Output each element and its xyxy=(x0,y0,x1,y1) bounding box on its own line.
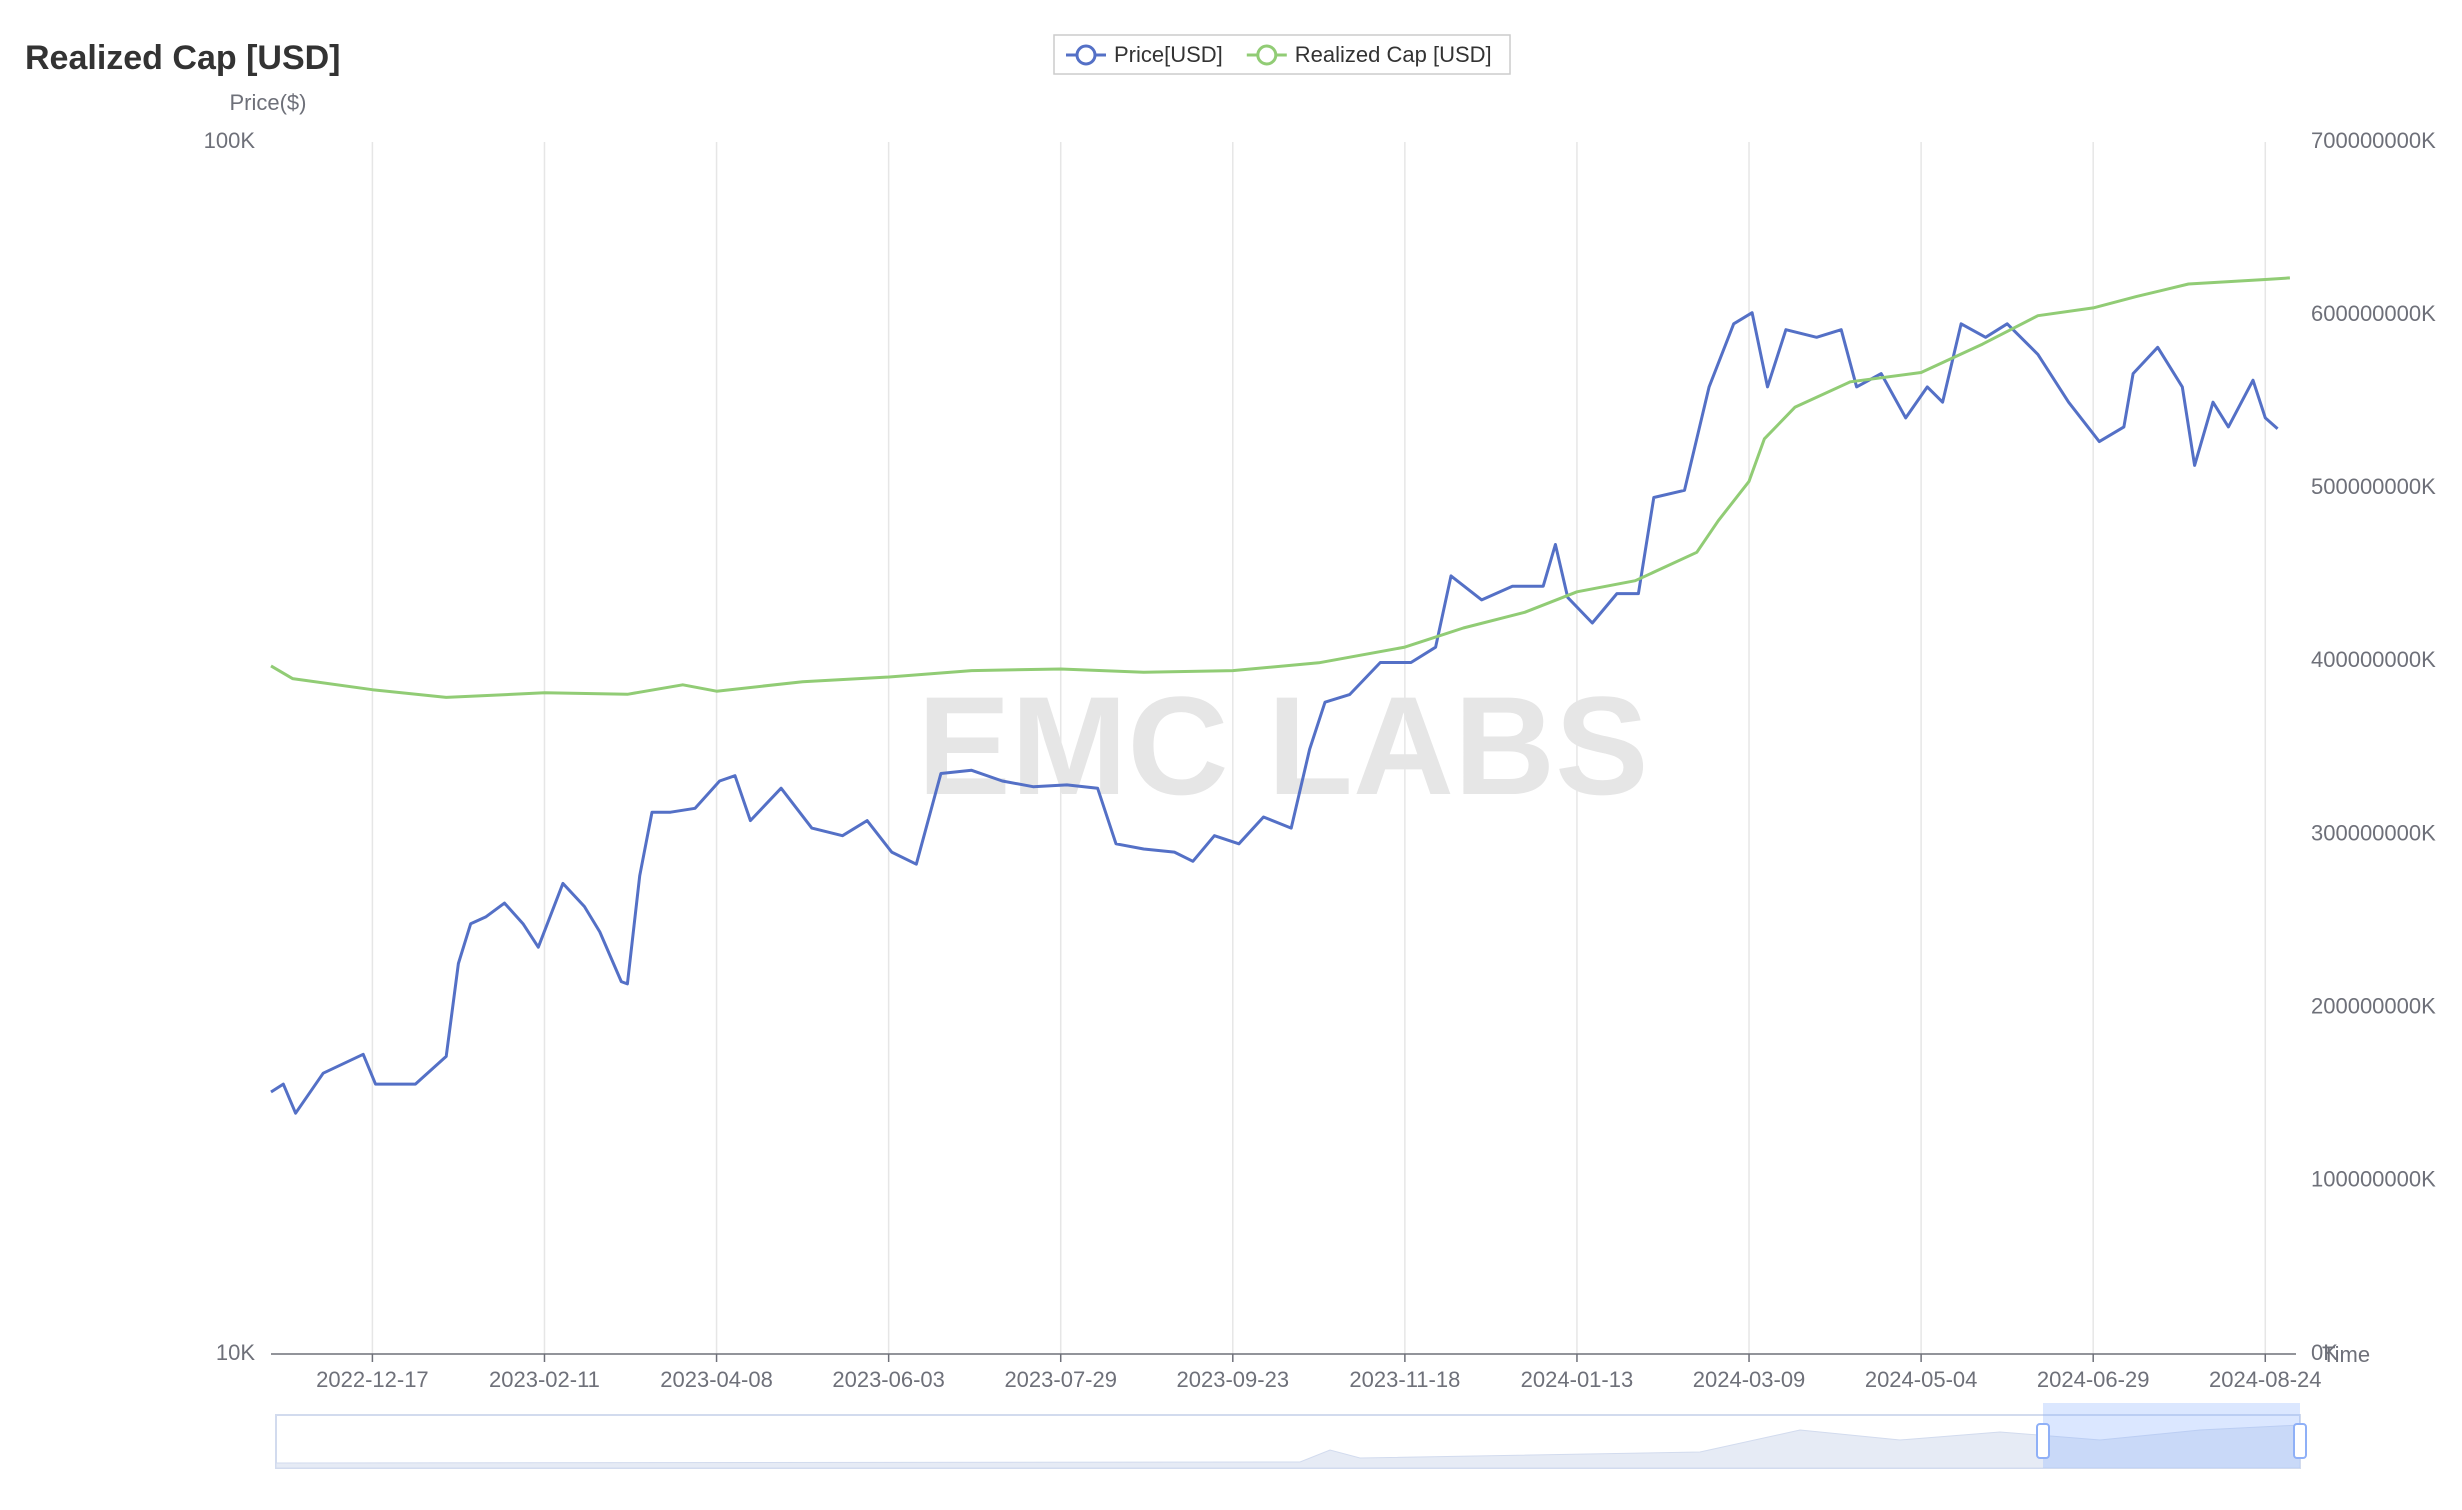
chart-title: Realized Cap [USD] xyxy=(25,39,341,77)
x-tick-label: 2024-05-04 xyxy=(1865,1367,1978,1392)
legend-item[interactable]: Realized Cap [USD] xyxy=(1246,42,1492,67)
y-tick-label: 100K xyxy=(204,128,256,153)
watermark: EMC LABS xyxy=(917,667,1648,824)
x-tick-label: 2023-04-08 xyxy=(660,1367,773,1392)
x-tick-label: 2023-07-29 xyxy=(1004,1367,1117,1392)
x-tick-label: 2022-12-17 xyxy=(316,1367,429,1392)
y2-tick-label: 100000000K xyxy=(2311,1167,2436,1192)
x-axis-title: Time xyxy=(2322,1342,2370,1367)
zoom-preview xyxy=(275,1424,2301,1469)
y2-tick-label: 0K xyxy=(2311,1340,2338,1365)
y2-tick-label: 200000000K xyxy=(2311,994,2436,1019)
x-tick-label: 2023-06-03 xyxy=(832,1367,945,1392)
y-axis-title: Price($) xyxy=(229,90,306,115)
lines xyxy=(270,276,2290,1115)
y2-tick-label: 700000000K xyxy=(2311,128,2436,153)
series-line xyxy=(270,311,2279,1115)
x-tick-label: 2023-02-11 xyxy=(489,1367,600,1392)
legend-item[interactable]: Price[USD] xyxy=(1066,42,1223,67)
y-tick-label: 10K xyxy=(216,1340,255,1365)
legend-label: Realized Cap [USD] xyxy=(1295,42,1492,67)
x-tick-label: 2024-08-24 xyxy=(2209,1367,2322,1392)
x-tick-label: 2024-01-13 xyxy=(1521,1367,1634,1392)
y2-tick-label: 500000000K xyxy=(2311,474,2436,499)
y2-tick-label: 400000000K xyxy=(2311,647,2436,672)
legend-marker xyxy=(1256,44,1278,66)
legend-marker xyxy=(1075,44,1097,66)
y2-tick-label: 600000000K xyxy=(2311,301,2436,326)
x-tick-label: 2024-03-09 xyxy=(1693,1367,1806,1392)
data-zoom xyxy=(275,1403,2307,1469)
zoom-window[interactable] xyxy=(2043,1403,2300,1468)
grid xyxy=(371,142,2267,1354)
series-line xyxy=(270,276,2290,699)
legend-label: Price[USD] xyxy=(1114,42,1223,67)
zoom-handle[interactable] xyxy=(2036,1423,2050,1459)
x-tick-label: 2023-09-23 xyxy=(1177,1367,1290,1392)
x-tick-label: 2023-11-18 xyxy=(1349,1367,1460,1392)
x-tick-label: 2024-06-29 xyxy=(2037,1367,2150,1392)
y2-tick-label: 300000000K xyxy=(2311,820,2436,845)
zoom-handle[interactable] xyxy=(2293,1423,2307,1459)
